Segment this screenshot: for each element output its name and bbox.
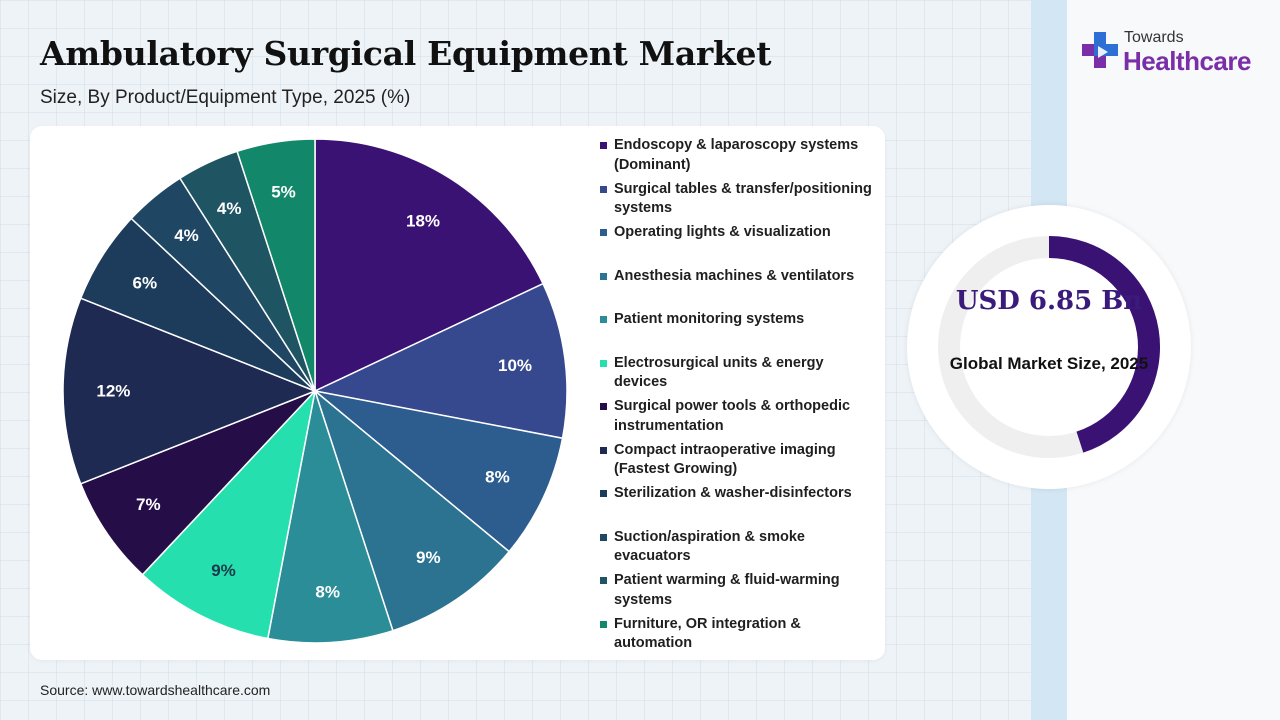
pie-slice-6 [141,388,317,640]
legend-swatch [600,316,607,323]
legend-swatch [600,359,607,367]
chart-title: Ambulatory Surgical Equipment Market [40,34,772,73]
brand-name-big: Healthcare [1123,46,1251,76]
pie-slice-label-5: 8% [315,583,340,602]
ring-fill [1048,236,1161,453]
legend-item-10: Suction/aspiration & smoke evacuators [600,528,880,567]
legend-swatch [600,403,607,410]
legend-label: Furniture, OR integration & automation [614,615,801,652]
market-size-widget: USD 6.85 Bn Global Market Size, 2025 [907,205,1191,489]
chart-legend: Endoscopy & laparoscopy systems (Dominan… [600,136,880,656]
pie-slice-label-12: 5% [271,182,296,201]
legend-swatch [600,533,607,541]
chart-subtitle: Size, By Product/Equipment Type, 2025 (%… [40,87,411,108]
market-size-value: USD 6.85 Bn [955,286,1143,316]
legend-label: Suction/aspiration & smoke evacuators [614,528,805,565]
legend-label: Anesthesia machines & ventilators [614,267,855,284]
legend-label: Electrosurgical units & energy devices [614,354,824,391]
pie-slice-label-2: 10% [498,356,532,375]
brand-name-small: Towards [1124,29,1184,46]
legend-label: Operating lights & visualization [614,224,831,240]
legend-label: Endoscopy & laparoscopy systems (Dominan… [614,137,859,173]
pie-slice-1 [314,138,545,393]
pie-slice-label-7: 7% [136,495,161,514]
legend-item-9: Sterilization & washer-disinfectors [600,484,880,504]
legend-item-3: Operating lights & visualization [600,223,880,243]
pie-slice-7 [79,390,316,576]
market-size-caption: Global Market Size, 2025 [949,354,1149,373]
legend-swatch [600,185,607,193]
legend-swatch [600,577,607,584]
pie-slice-label-9: 6% [133,274,158,293]
legend-swatch [600,490,607,497]
legend-label: Sterilization & washer-disinfectors [614,485,852,501]
pie-chart: 18% 10% 8% 9% 8% 9% 7% 12% 6% 4% 4% 5% [62,138,568,644]
pie-slice-5 [266,390,394,644]
legend-swatch [600,620,607,628]
brand-logo: Towards Healthcare [1080,28,1260,78]
pie-slice-label-8: 12% [96,382,130,401]
legend-swatch [600,272,607,280]
pie-slice-2 [312,282,568,440]
legend-swatch [600,142,607,149]
legend-label: Compact intraoperative imaging (Fastest … [614,441,836,478]
legend-label: Patient warming & fluid-warming systems [614,572,840,608]
pie-slice-label-6: 9% [211,561,236,580]
pie-slice-3 [314,390,564,553]
legend-swatch [600,229,607,236]
chart-card: 18% 10% 8% 9% 8% 9% 7% 12% 6% 4% 4% 5% [30,126,885,660]
legend-item-11: Patient warming & fluid-warming systems [600,571,880,610]
pie-slice-label-3: 8% [485,467,510,486]
legend-item-8: Compact intraoperative imaging (Fastest … [600,441,880,480]
legend-item-6: Electrosurgical units & energy devices [600,354,880,393]
legend-item-1: Endoscopy & laparoscopy systems (Dominan… [600,136,880,175]
legend-item-5: Patient monitoring systems [600,310,880,330]
pie-slice-12 [236,138,316,392]
legend-item-2: Surgical tables & transfer/positioning s… [600,180,880,219]
legend-item-12: Furniture, OR integration & automation [600,615,880,654]
legend-swatch [600,446,607,454]
pie-slice-label-1: 18% [406,211,440,230]
legend-item-4: Anesthesia machines & ventilators [600,267,880,287]
pie-slice-4 [313,388,511,632]
legend-label: Patient monitoring systems [614,311,805,327]
market-size-ring [938,236,1161,458]
pie-slice-label-10: 4% [174,226,199,245]
medical-cross-icon [1082,32,1118,68]
legend-item-7: Surgical power tools & orthopedic instru… [600,397,880,436]
pie-slice-8 [62,297,318,485]
legend-label: Surgical tables & transfer/positioning s… [614,180,872,217]
pie-slice-label-11: 4% [217,199,242,218]
legend-label: Surgical power tools & orthopedic instru… [614,398,851,434]
pie-slice-label-4: 9% [416,548,441,567]
source-note: Source: www.towardshealthcare.com [40,682,271,698]
